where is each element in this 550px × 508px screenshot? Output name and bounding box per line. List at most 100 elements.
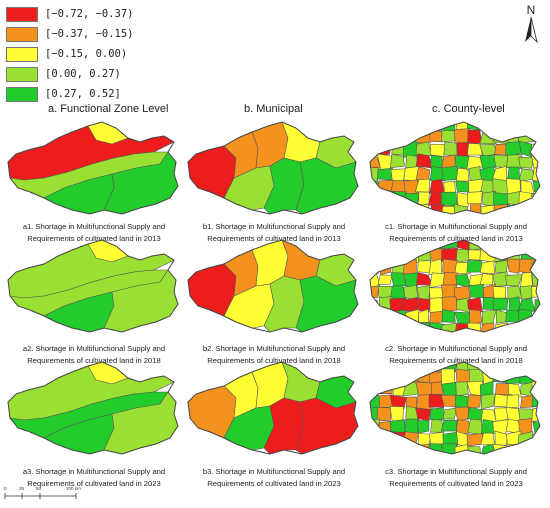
municipal-region [263, 397, 305, 454]
county-region [377, 274, 393, 285]
map-b3 [187, 361, 359, 455]
county-region [531, 122, 540, 131]
county-region [377, 259, 392, 276]
legend-swatch [6, 26, 38, 42]
county-region [467, 191, 483, 205]
scale-tick: 100 km [66, 486, 81, 491]
county-region [428, 393, 445, 408]
county-region [370, 204, 380, 214]
county-region [377, 370, 393, 385]
caption-line: Requirements of cultivated land in 2023 [207, 479, 341, 488]
county-region [493, 191, 510, 207]
county-region [506, 394, 520, 409]
legend-label: [−0.37, −0.15) [45, 28, 134, 40]
county-region [370, 180, 380, 194]
county-region [370, 247, 382, 261]
north-label: N [527, 3, 536, 17]
map-caption-b3: b3. Shortage in Multifunctional Supply a… [183, 466, 365, 490]
county-region [370, 310, 380, 326]
county-region [505, 309, 520, 323]
county-region [440, 394, 457, 408]
county-region [370, 258, 379, 274]
scale-bar: 0 25 50 100 km [4, 486, 100, 504]
county-region [467, 297, 483, 313]
map-caption-b2: b2. Shortage in Multifunctional Supply a… [183, 343, 365, 367]
county-region [443, 141, 458, 156]
county-region [531, 381, 540, 397]
county-region [507, 129, 519, 143]
map-outline [7, 121, 179, 215]
municipal-region [295, 157, 358, 214]
county-region [370, 129, 379, 146]
caption-line: c2. Shortage in Multifunctional Supply a… [385, 344, 527, 353]
county-region [370, 418, 381, 435]
map-outline [369, 361, 541, 455]
county-region [417, 122, 431, 132]
county-region [518, 122, 536, 131]
county-region [390, 246, 407, 264]
county-region [532, 323, 540, 332]
legend-label: [0.27, 0.52] [45, 88, 121, 100]
county-region [370, 444, 379, 454]
map-outline [187, 121, 359, 215]
county-region [403, 324, 419, 332]
county-region [441, 322, 458, 332]
county-region [370, 433, 379, 448]
county-region [468, 283, 484, 299]
county-region [454, 406, 469, 422]
county-region [430, 381, 444, 395]
caption-line: Requirements of cultivated land in 2013 [389, 234, 523, 243]
caption-line: Requirements of cultivated land in 2018 [207, 356, 341, 365]
county-region [418, 308, 430, 324]
county-region [390, 321, 406, 332]
map-c2 [369, 239, 541, 333]
scale-graphic [4, 493, 77, 499]
county-region [506, 122, 521, 133]
map-caption-a2: a2. Shortage in Multifunctional Supply a… [3, 343, 185, 367]
map-outline [7, 239, 179, 333]
municipal-region [295, 397, 358, 454]
municipal-region [263, 157, 305, 214]
legend-label: [−0.15, 0.00) [45, 48, 128, 60]
county-region [376, 406, 392, 422]
county-region [391, 190, 407, 208]
county-region [378, 443, 393, 454]
county-region [428, 247, 446, 262]
column-heading-county: c. County-level [432, 103, 505, 115]
county-region [492, 297, 509, 311]
county-region [440, 419, 458, 432]
caption-line: c1. Shortage in Multifunctional Supply a… [385, 222, 527, 231]
map-caption-b1: b1. Shortage in Multifunctional Supply a… [183, 221, 365, 245]
county-region [376, 167, 393, 181]
legend-item: [0.00, 0.27) [6, 64, 134, 84]
county-region [415, 153, 433, 169]
map-caption-a1: a1. Shortage in Multifunctional Supply a… [3, 221, 185, 245]
county-region [429, 166, 446, 182]
municipal-region [263, 275, 305, 332]
county-region [392, 369, 406, 383]
county-region [389, 394, 407, 410]
county-region [531, 129, 540, 145]
county-region [479, 155, 497, 170]
map-a2 [7, 239, 179, 333]
county-region [403, 205, 420, 214]
county-region [379, 310, 392, 325]
county-region [505, 141, 521, 158]
county-region [505, 274, 523, 287]
county-region [390, 309, 407, 324]
county-region [480, 432, 496, 446]
map-c3 [369, 361, 541, 455]
county-region [418, 191, 430, 207]
county-region [379, 141, 391, 157]
county-region [389, 153, 405, 169]
map-a1 [7, 121, 179, 215]
column-heading-municipal: b. Municipal [244, 103, 303, 115]
county-region [467, 143, 483, 156]
county-region [532, 311, 540, 325]
caption-line: Requirements of cultivated land in 2013 [207, 234, 341, 243]
county-region [518, 308, 534, 326]
county-region [377, 432, 394, 447]
county-region [507, 383, 522, 398]
caption-line: b1. Shortage in Multifunctional Supply a… [202, 222, 346, 231]
county-region [531, 446, 540, 454]
